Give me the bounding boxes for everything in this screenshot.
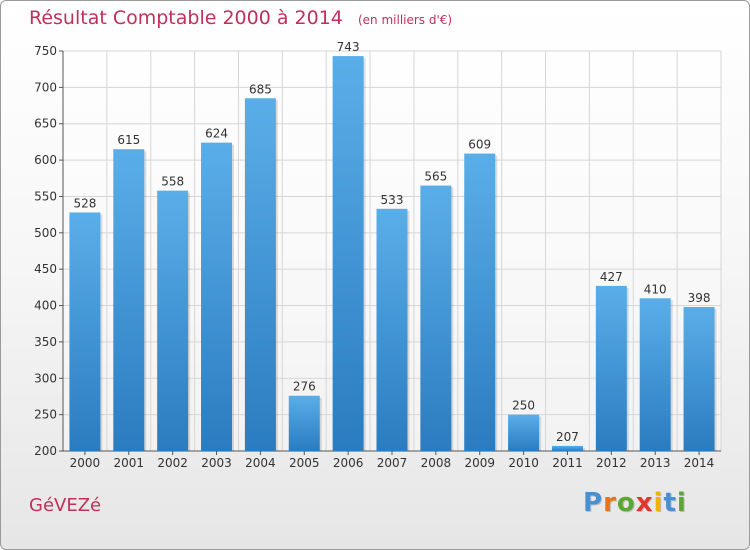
data-label-2013: 410 bbox=[644, 282, 667, 296]
logo-letter: r bbox=[603, 488, 617, 518]
data-label-2005: 276 bbox=[293, 380, 316, 394]
data-label-2009: 609 bbox=[468, 138, 491, 152]
data-label-2000: 528 bbox=[73, 196, 96, 210]
x-tick-label-2000: 2000 bbox=[70, 456, 101, 470]
bar-2014 bbox=[683, 307, 715, 451]
logo-letter: P bbox=[583, 488, 604, 518]
bar-2013 bbox=[639, 298, 671, 451]
y-tick-label: 500 bbox=[34, 226, 57, 240]
x-tick-label-2004: 2004 bbox=[245, 456, 276, 470]
logo-letter: t bbox=[663, 488, 677, 518]
x-tick-label-2002: 2002 bbox=[157, 456, 188, 470]
data-label-2002: 558 bbox=[161, 175, 184, 189]
bar-2012 bbox=[595, 285, 627, 451]
y-tick-label: 650 bbox=[34, 117, 57, 131]
bar-2001 bbox=[113, 149, 145, 451]
x-tick-label-2009: 2009 bbox=[464, 456, 495, 470]
bar-2009 bbox=[464, 153, 496, 451]
bar-2011 bbox=[551, 445, 583, 451]
data-label-2001: 615 bbox=[117, 133, 140, 147]
y-tick-label: 400 bbox=[34, 299, 57, 313]
y-tick-label: 250 bbox=[34, 408, 57, 422]
bar-2004 bbox=[244, 98, 276, 451]
y-tick-label: 450 bbox=[34, 262, 57, 276]
data-label-2003: 624 bbox=[205, 127, 228, 141]
logo-letter: i bbox=[653, 488, 664, 518]
x-tick-label-2013: 2013 bbox=[640, 456, 671, 470]
data-label-2014: 398 bbox=[688, 291, 711, 305]
y-tick-label: 200 bbox=[34, 444, 57, 458]
title-row: Résultat Comptable 2000 à 2014 (en milli… bbox=[29, 7, 452, 29]
proxiti-logo: Proxiti bbox=[583, 488, 687, 518]
data-label-2006: 743 bbox=[337, 40, 360, 54]
bar-2007 bbox=[376, 208, 408, 451]
x-tick-label-2006: 2006 bbox=[333, 456, 364, 470]
x-tick-label-2014: 2014 bbox=[684, 456, 715, 470]
x-tick-label-2010: 2010 bbox=[508, 456, 539, 470]
data-label-2007: 533 bbox=[381, 193, 404, 207]
bar-2002 bbox=[157, 190, 189, 452]
logo-letter: i bbox=[676, 488, 687, 518]
bar-2008 bbox=[420, 185, 452, 451]
logo-letter: x bbox=[635, 488, 654, 518]
bars bbox=[69, 56, 717, 452]
x-tick-label-2011: 2011 bbox=[552, 456, 583, 470]
bar-2006 bbox=[332, 56, 364, 451]
bar-2010 bbox=[508, 414, 540, 451]
bar-2005 bbox=[288, 395, 320, 451]
data-label-2011: 207 bbox=[556, 430, 579, 444]
y-tick-label: 550 bbox=[34, 189, 57, 203]
y-tick-label: 750 bbox=[34, 44, 57, 58]
chart-unit-label: (en milliers d'€) bbox=[357, 13, 453, 27]
data-label-2008: 565 bbox=[424, 170, 447, 184]
x-tick-label-2012: 2012 bbox=[596, 456, 627, 470]
bar-2000 bbox=[69, 212, 101, 451]
x-tick-label-2003: 2003 bbox=[201, 456, 232, 470]
x-tick-label-2008: 2008 bbox=[421, 456, 452, 470]
x-tick-label-2005: 2005 bbox=[289, 456, 320, 470]
data-label-2004: 685 bbox=[249, 82, 272, 96]
data-label-2010: 250 bbox=[512, 399, 535, 413]
x-tick-label-2001: 2001 bbox=[114, 456, 145, 470]
y-tick-label: 300 bbox=[34, 371, 57, 385]
logo-letter: o bbox=[616, 488, 636, 518]
data-label-2012: 427 bbox=[600, 270, 623, 284]
y-tick-label: 350 bbox=[34, 335, 57, 349]
commune-name: GéVEZé bbox=[29, 495, 102, 516]
labels: 200 250 300 350 400 450 500 550 600 650 700 750 528 2… bbox=[34, 40, 714, 470]
chart-title: Résultat Comptable 2000 à 2014 bbox=[29, 7, 343, 29]
x-tick-label-2007: 2007 bbox=[377, 456, 408, 470]
y-tick-label: 700 bbox=[34, 80, 57, 94]
y-tick-label: 600 bbox=[34, 153, 57, 167]
bar-2003 bbox=[201, 142, 233, 452]
